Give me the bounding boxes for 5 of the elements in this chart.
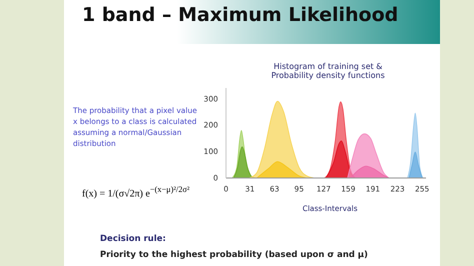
- text: f(x) = 1/(σ√2π) e$^{−(x−μ)²/2σ²}$: [82, 185, 190, 200]
- text: Priority to the highest probability (based upon σ and μ): [100, 250, 368, 260]
- text: Decision rule:: [100, 234, 166, 244]
- chart-title: 1 band – Maximum Likelihood: [82, 4, 398, 26]
- chart-subtitle: Histogram of training set & Probability density functions: [270, 62, 386, 80]
